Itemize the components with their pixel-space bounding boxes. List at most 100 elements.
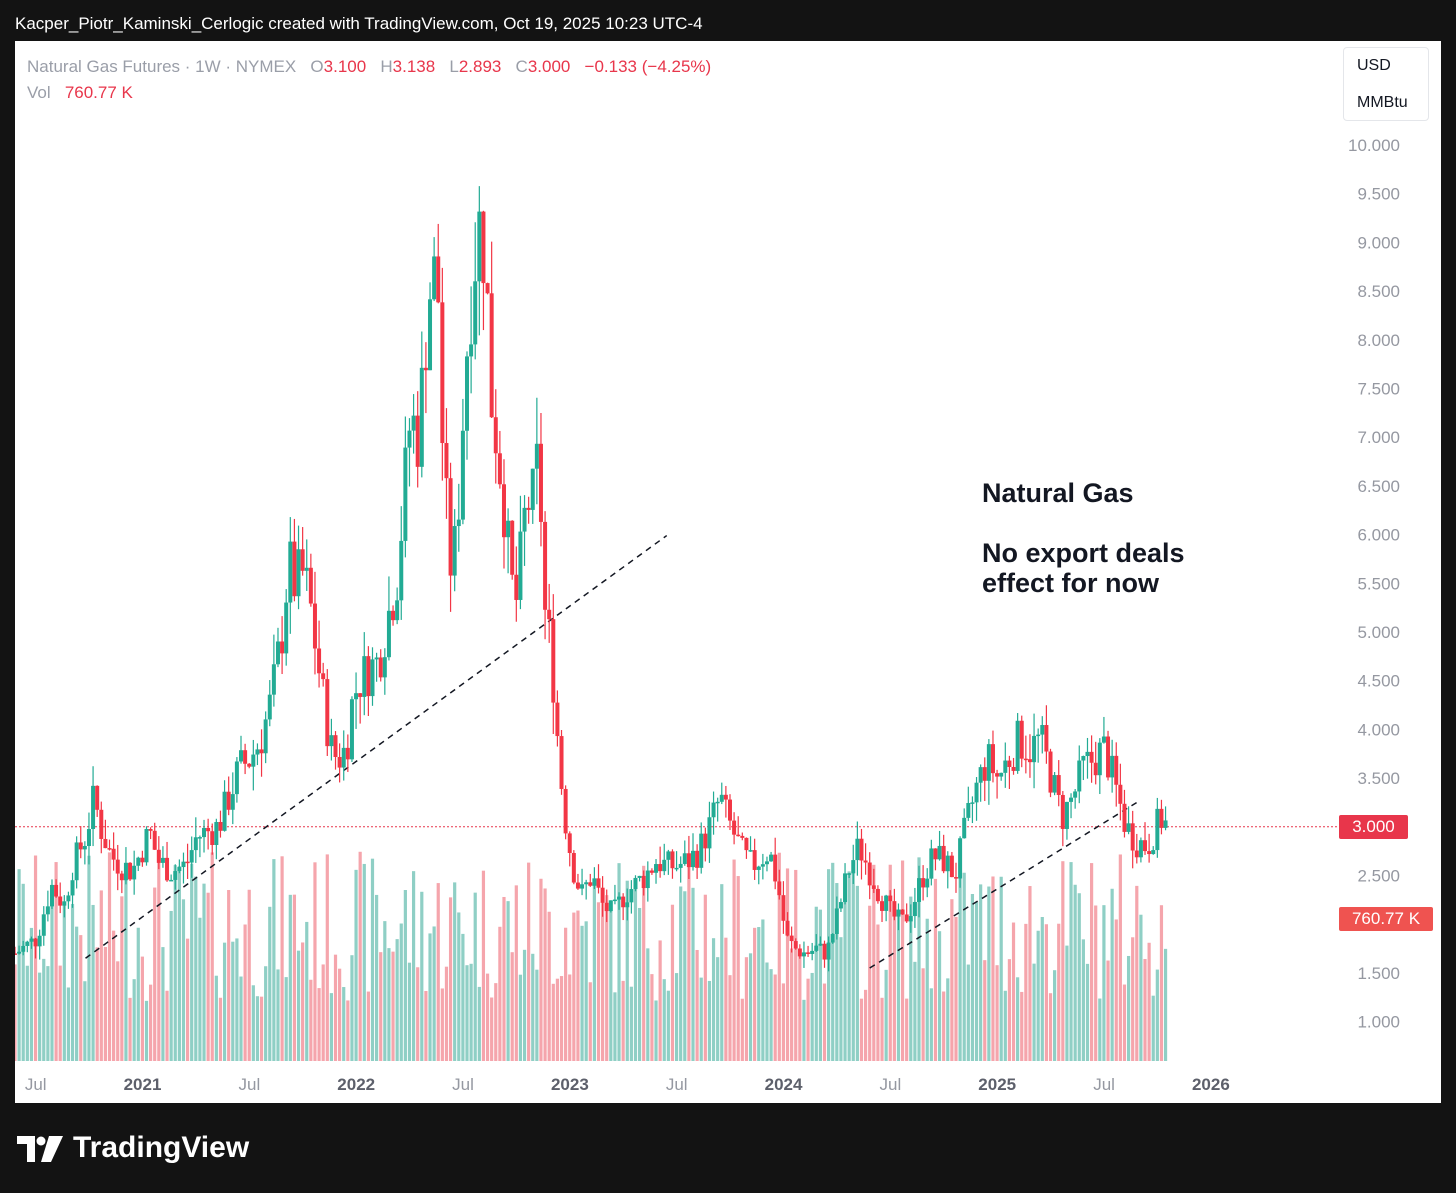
candle-body (744, 837, 749, 851)
candle-body (440, 302, 445, 444)
candle-body (526, 507, 531, 510)
time-tick-label: 2024 (765, 1075, 803, 1094)
candle-body (1163, 820, 1168, 828)
volume-bar (214, 975, 218, 1061)
candle-body (826, 942, 831, 960)
volume-bar (847, 871, 851, 1061)
time-tick-label: 2023 (551, 1075, 589, 1094)
currency-button[interactable]: USD (1357, 57, 1391, 74)
candle-body (600, 887, 605, 903)
candle-body (670, 851, 675, 869)
volume-bar (880, 997, 884, 1061)
volume-bar (107, 852, 112, 1061)
volume-bar (1159, 905, 1164, 1061)
volume-bar (1065, 945, 1069, 1061)
candle-body (559, 736, 564, 789)
candle-body (900, 909, 905, 915)
candle-body (637, 875, 642, 878)
candle-body (953, 877, 958, 879)
candle-body (937, 845, 942, 860)
volume-bar (354, 869, 358, 1061)
volume-bar (658, 940, 662, 1061)
candle-body (86, 829, 91, 846)
candle-body (1019, 720, 1024, 759)
volume-bar (116, 961, 120, 1061)
candle-body (473, 281, 478, 345)
volume-bar (1061, 861, 1065, 1061)
candle-body (608, 900, 613, 912)
candle-body (165, 857, 170, 881)
volume-bar (66, 987, 71, 1061)
candle-body (140, 857, 145, 863)
volume-bar (296, 950, 301, 1061)
chart-annotation[interactable]: Natural Gas No export deals effect for n… (982, 478, 1185, 598)
volume-bar (1048, 993, 1053, 1061)
volume-bar (592, 882, 596, 1061)
candle-body (1048, 751, 1053, 793)
volume-bar (777, 852, 781, 1061)
unit-button[interactable]: MMBtu (1357, 94, 1408, 111)
candle-body (374, 657, 379, 660)
volume-bar (572, 912, 576, 1061)
candle-body (29, 938, 34, 942)
volume-bar (831, 862, 835, 1061)
candle-body (1089, 751, 1094, 763)
candle-body (880, 901, 885, 911)
volume-bar (650, 974, 654, 1061)
volume-bar (679, 886, 683, 1061)
volume-bar (999, 876, 1003, 1061)
candle-body (633, 877, 638, 890)
symbol-label[interactable]: Natural Gas Futures · 1W · NYMEX (27, 57, 297, 76)
candle-body (1056, 775, 1061, 795)
volume-bar (136, 927, 140, 1061)
ohlc-legend: Natural Gas Futures · 1W · NYMEX O3.100 … (27, 57, 711, 77)
candle-body (493, 417, 498, 454)
volume-bar (1053, 970, 1057, 1061)
volume-bar (87, 855, 91, 1061)
candle-body (703, 833, 708, 849)
candle-body (17, 951, 22, 954)
chart-panel[interactable]: 10.000 9.500 9.000 8.500 8.000 7.500 7.000 6.50… (15, 41, 1441, 1103)
candle-body (292, 541, 297, 597)
candle-body (695, 850, 700, 868)
volume-bar (362, 863, 366, 1061)
volume-bar (506, 901, 510, 1061)
volume-bar (251, 985, 255, 1061)
volume-bar (937, 931, 942, 1061)
candle-body (317, 648, 322, 674)
candle-body (933, 848, 938, 860)
candle-body (407, 430, 412, 448)
volume-bar (173, 865, 177, 1061)
candle-body (1015, 720, 1020, 771)
volume-bar (1118, 854, 1122, 1061)
candle-body (1093, 762, 1098, 776)
volume-bar (490, 997, 494, 1061)
volume-bar (358, 851, 362, 1061)
volume-badge: 760.77 K (1339, 907, 1433, 931)
volume-bar (605, 895, 609, 1061)
volume-bar (666, 990, 670, 1061)
volume-bar (477, 986, 481, 1061)
candle-body (444, 443, 449, 479)
volume-bar (144, 1000, 149, 1061)
volume-bar (818, 909, 822, 1061)
price-chart[interactable]: 10.000 9.500 9.000 8.500 8.000 7.500 7.000 6.50… (15, 41, 1441, 1103)
currency-unit-selector[interactable]: USD MMBtu (1343, 47, 1429, 121)
candle-body (239, 750, 244, 762)
volume-bar (896, 913, 901, 1061)
volume-bar (231, 941, 235, 1061)
candle-body (115, 859, 120, 874)
volume-bar (502, 896, 506, 1061)
candle-body (469, 344, 474, 357)
candle-body (1118, 784, 1123, 804)
volume-bar (103, 947, 108, 1061)
volume-bar (243, 924, 247, 1061)
volume-bar (350, 955, 354, 1061)
volume-bar (905, 998, 909, 1061)
candle-body (847, 873, 852, 875)
volume-bar (855, 885, 859, 1061)
candle-body (970, 802, 975, 804)
volume-bar (518, 974, 523, 1061)
candle-body (875, 888, 880, 902)
volume-bar (1089, 863, 1094, 1061)
